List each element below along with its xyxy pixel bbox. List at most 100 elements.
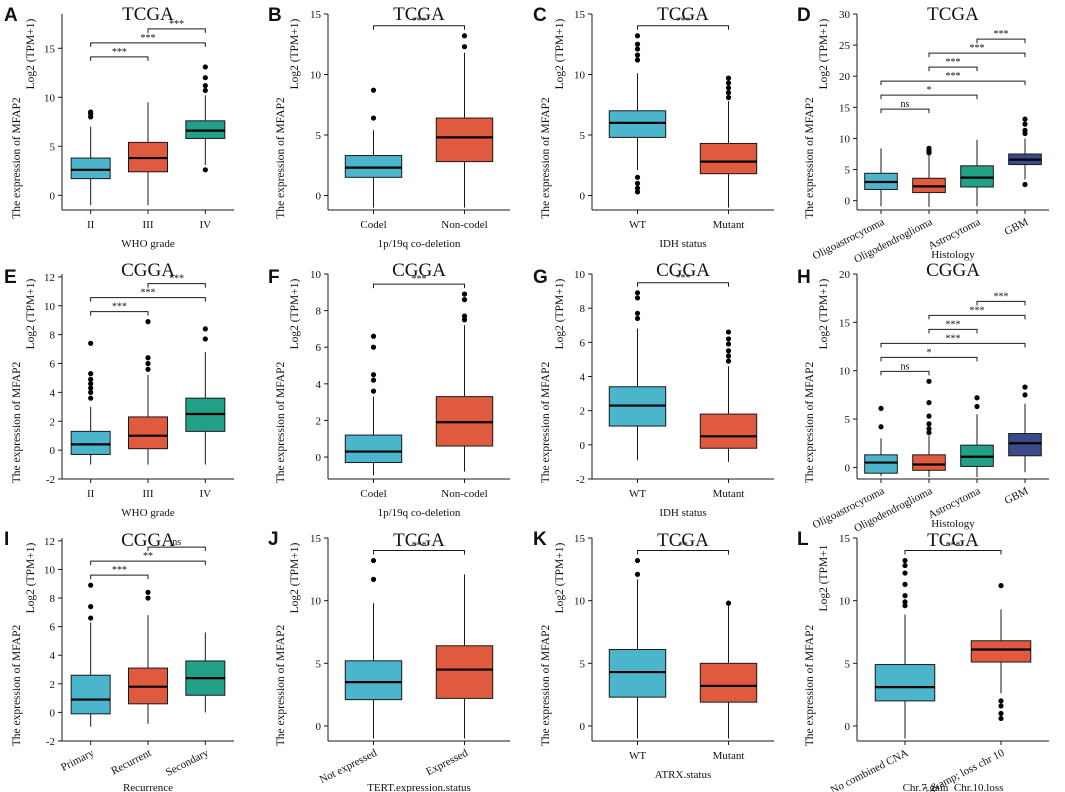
y-tick-label: 6	[50, 359, 56, 371]
x-axis-label: 1p/19q co-deletion	[378, 238, 461, 250]
significance-label: ***	[946, 57, 961, 68]
outlier-point	[88, 385, 94, 391]
significance-label: ***	[412, 274, 427, 285]
outlier-point	[88, 615, 94, 621]
y-tick-label: 10	[310, 596, 322, 608]
significance-label: ***	[141, 33, 156, 44]
significance-label: ***	[141, 288, 156, 299]
y-axis-unit-label: Log2 (TPM+1)	[554, 542, 566, 613]
outlier-point	[370, 388, 377, 394]
significance-bracket	[637, 25, 729, 30]
outlier-point	[974, 395, 980, 401]
y-axis-label: The expression of MFAP2	[804, 625, 816, 747]
x-tick-label: Codel	[360, 488, 386, 500]
y-tick-label: 15	[310, 533, 322, 545]
y-tick-label: 12	[44, 272, 55, 284]
y-tick-label: 8	[316, 306, 322, 318]
outlier-point	[88, 376, 94, 382]
outlier-point	[145, 360, 151, 367]
y-tick-label: 8	[50, 593, 56, 605]
panel-letter: I	[4, 529, 9, 550]
significance-bracket	[637, 550, 729, 555]
y-tick-label: 5	[845, 658, 851, 670]
x-tick-label: II	[87, 219, 95, 231]
outlier-point	[202, 82, 208, 89]
outlier-point	[725, 341, 732, 347]
outlier-point	[1022, 384, 1028, 390]
outlier-point	[461, 291, 468, 297]
outlier-point	[634, 189, 641, 195]
panel-title: TCGA	[122, 4, 174, 25]
y-tick-label: 10	[839, 596, 851, 608]
outlier-point	[725, 348, 732, 354]
box-ii	[70, 157, 111, 180]
x-tick-label: GBM	[1003, 216, 1031, 238]
y-tick-label: 2	[580, 406, 586, 418]
significance-label: ns	[172, 537, 181, 548]
panel-f: F CGGA 0 2 4 6 8 10 The expression of MFAP2 Log2 …	[268, 260, 510, 519]
panel-title: TCGA	[657, 530, 709, 551]
outlier-point	[145, 589, 151, 595]
panel-title: TCGA	[393, 4, 445, 25]
panel-letter: B	[268, 5, 282, 26]
panel-letter: L	[797, 529, 809, 550]
y-axis-unit-label: Log2 (TPM+1	[818, 544, 830, 611]
outlier-point	[88, 582, 94, 588]
y-tick-label: 5	[845, 165, 851, 177]
x-tick-label: IV	[200, 488, 212, 500]
outlier-point	[878, 424, 884, 430]
outlier-point	[725, 329, 732, 335]
y-tick-label: 4	[316, 379, 322, 391]
x-axis-label: TERT.expression.status	[367, 782, 471, 792]
x-tick-label: III	[143, 488, 154, 500]
outlier-point	[370, 333, 377, 339]
significance-bracket	[928, 52, 1026, 58]
x-axis-label: WHO grade	[121, 507, 175, 519]
y-tick-label: 15	[574, 9, 586, 21]
outlier-point	[902, 557, 908, 564]
panel-l: L TCGA 0 5 10 15 The expression of MFAP2 Log2 (…	[797, 529, 1049, 792]
y-tick-label: 15	[44, 43, 56, 55]
significance-bracket	[90, 311, 149, 316]
outlier-point	[88, 340, 94, 346]
box-not-expressed	[344, 660, 403, 701]
y-tick-label: 8	[50, 330, 56, 342]
outlier-point	[370, 377, 377, 383]
x-tick-label: Not expressed	[318, 747, 380, 786]
box-non-codel	[435, 117, 494, 163]
y-tick-label: 20	[839, 71, 851, 83]
significance-bracket	[928, 328, 978, 334]
box-primary	[70, 674, 111, 715]
y-axis-label: The expression of MFAP2	[540, 362, 552, 484]
outlier-point	[145, 355, 151, 361]
y-tick-label: 20	[839, 269, 851, 281]
outlier-point	[634, 174, 641, 180]
x-tick-label: Astrocytoma	[926, 216, 982, 253]
x-tick-label: Codel	[360, 219, 386, 231]
significance-label: ***	[112, 47, 127, 58]
outlier-point	[634, 180, 641, 186]
y-axis-label: The expression of MFAP2	[11, 362, 23, 484]
significance-bracket	[90, 574, 149, 580]
y-tick-label: 5	[50, 141, 56, 153]
y-tick-label: 6	[50, 622, 56, 634]
outlier-point	[926, 421, 932, 427]
significance-label: ns	[901, 361, 910, 372]
outlier-point	[202, 64, 208, 70]
significance-label: ***	[112, 302, 127, 313]
y-tick-label: 0	[50, 707, 56, 719]
panel-title: CGGA	[392, 260, 446, 281]
outlier-point	[634, 290, 641, 296]
significance-bracket	[880, 342, 1026, 348]
significance-label: ***	[994, 291, 1009, 302]
y-axis-unit-label: Log2 (TPM+1)	[25, 278, 37, 349]
panel-title: TCGA	[927, 4, 979, 25]
x-tick-label: IV	[200, 219, 212, 231]
panel-letter: E	[4, 267, 17, 288]
outlier-point	[1022, 116, 1028, 122]
significance-bracket	[976, 38, 1026, 44]
y-axis-label: The expression of MFAP2	[275, 97, 287, 219]
